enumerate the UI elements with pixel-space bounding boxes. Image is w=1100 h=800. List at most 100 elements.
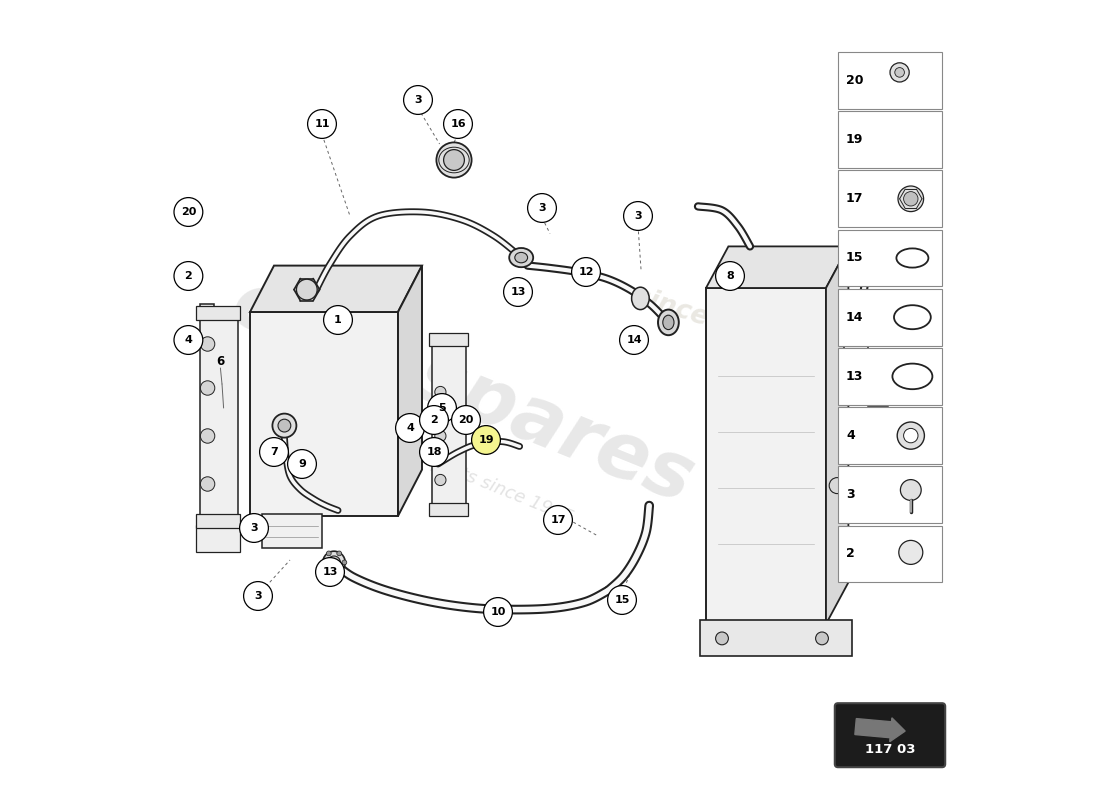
Text: 2: 2 <box>430 415 438 425</box>
Text: 16: 16 <box>450 119 465 129</box>
Circle shape <box>898 422 924 449</box>
Circle shape <box>572 258 601 286</box>
Text: 2: 2 <box>846 547 855 561</box>
Text: 13: 13 <box>322 567 338 577</box>
Circle shape <box>200 337 214 351</box>
Circle shape <box>200 381 214 395</box>
FancyBboxPatch shape <box>838 52 942 109</box>
FancyBboxPatch shape <box>835 703 945 767</box>
Polygon shape <box>706 288 826 624</box>
Circle shape <box>903 428 918 442</box>
Circle shape <box>419 406 449 434</box>
Circle shape <box>287 450 317 478</box>
Circle shape <box>243 582 273 610</box>
FancyBboxPatch shape <box>838 289 942 346</box>
Text: 18: 18 <box>427 447 442 457</box>
Text: 13: 13 <box>846 370 864 383</box>
Circle shape <box>200 477 214 491</box>
Ellipse shape <box>663 315 674 330</box>
Text: 2: 2 <box>185 271 192 281</box>
FancyBboxPatch shape <box>262 514 322 548</box>
Circle shape <box>273 414 296 438</box>
Text: 8: 8 <box>726 271 734 281</box>
Ellipse shape <box>515 252 528 262</box>
Text: 20: 20 <box>846 74 864 87</box>
Circle shape <box>504 278 532 306</box>
Circle shape <box>607 586 637 614</box>
Circle shape <box>337 569 342 574</box>
Text: 13: 13 <box>510 287 526 297</box>
Text: 11: 11 <box>315 119 330 129</box>
Text: 7: 7 <box>271 447 278 457</box>
Text: 14: 14 <box>626 335 641 345</box>
Text: 17: 17 <box>846 192 864 206</box>
Circle shape <box>472 426 500 454</box>
Circle shape <box>174 198 202 226</box>
Circle shape <box>200 429 214 443</box>
Circle shape <box>829 478 845 494</box>
Circle shape <box>323 306 352 334</box>
FancyBboxPatch shape <box>838 348 942 405</box>
Circle shape <box>174 262 202 290</box>
Circle shape <box>322 551 345 574</box>
Text: 4: 4 <box>846 429 855 442</box>
Circle shape <box>278 419 290 432</box>
Text: eurospares: eurospares <box>220 265 704 519</box>
Circle shape <box>890 62 910 82</box>
Text: 19: 19 <box>846 133 864 146</box>
Circle shape <box>296 279 317 300</box>
Circle shape <box>327 551 331 556</box>
Circle shape <box>850 356 862 367</box>
Circle shape <box>428 394 456 422</box>
Circle shape <box>850 334 862 346</box>
Circle shape <box>434 474 446 486</box>
Circle shape <box>308 110 337 138</box>
Circle shape <box>316 558 344 586</box>
Circle shape <box>342 560 346 565</box>
Ellipse shape <box>509 248 534 267</box>
Circle shape <box>437 142 472 178</box>
Circle shape <box>396 414 425 442</box>
Ellipse shape <box>658 310 679 335</box>
FancyBboxPatch shape <box>250 312 398 516</box>
Text: 19: 19 <box>478 435 494 445</box>
FancyBboxPatch shape <box>429 503 468 516</box>
Text: 117 03: 117 03 <box>865 743 915 756</box>
Circle shape <box>174 326 202 354</box>
Circle shape <box>337 551 342 556</box>
FancyBboxPatch shape <box>196 514 240 528</box>
Circle shape <box>260 438 288 466</box>
Ellipse shape <box>631 287 649 310</box>
FancyBboxPatch shape <box>196 525 240 552</box>
Text: 5: 5 <box>438 403 446 413</box>
Circle shape <box>899 540 923 564</box>
FancyBboxPatch shape <box>838 230 942 286</box>
Text: 3: 3 <box>846 488 855 502</box>
Text: 3: 3 <box>250 523 257 533</box>
Circle shape <box>452 406 481 434</box>
Text: 1: 1 <box>334 315 342 325</box>
FancyBboxPatch shape <box>196 306 240 320</box>
Text: 4: 4 <box>185 335 192 345</box>
Circle shape <box>903 191 918 206</box>
Circle shape <box>327 569 331 574</box>
Polygon shape <box>845 330 889 406</box>
Text: 3: 3 <box>635 211 641 221</box>
Circle shape <box>543 506 572 534</box>
Text: since 1985: since 1985 <box>630 283 790 357</box>
Circle shape <box>443 150 464 170</box>
Circle shape <box>901 479 921 501</box>
Circle shape <box>434 386 446 398</box>
Circle shape <box>328 556 340 569</box>
Circle shape <box>815 632 828 645</box>
Text: 15: 15 <box>846 251 864 265</box>
Text: 10: 10 <box>491 607 506 617</box>
Text: a passion for parts since 1985: a passion for parts since 1985 <box>317 409 575 527</box>
Circle shape <box>528 194 557 222</box>
Circle shape <box>321 560 326 565</box>
Circle shape <box>419 438 449 466</box>
FancyBboxPatch shape <box>838 466 942 523</box>
Circle shape <box>716 632 728 645</box>
FancyArrow shape <box>855 718 905 742</box>
Text: 9: 9 <box>298 459 306 469</box>
